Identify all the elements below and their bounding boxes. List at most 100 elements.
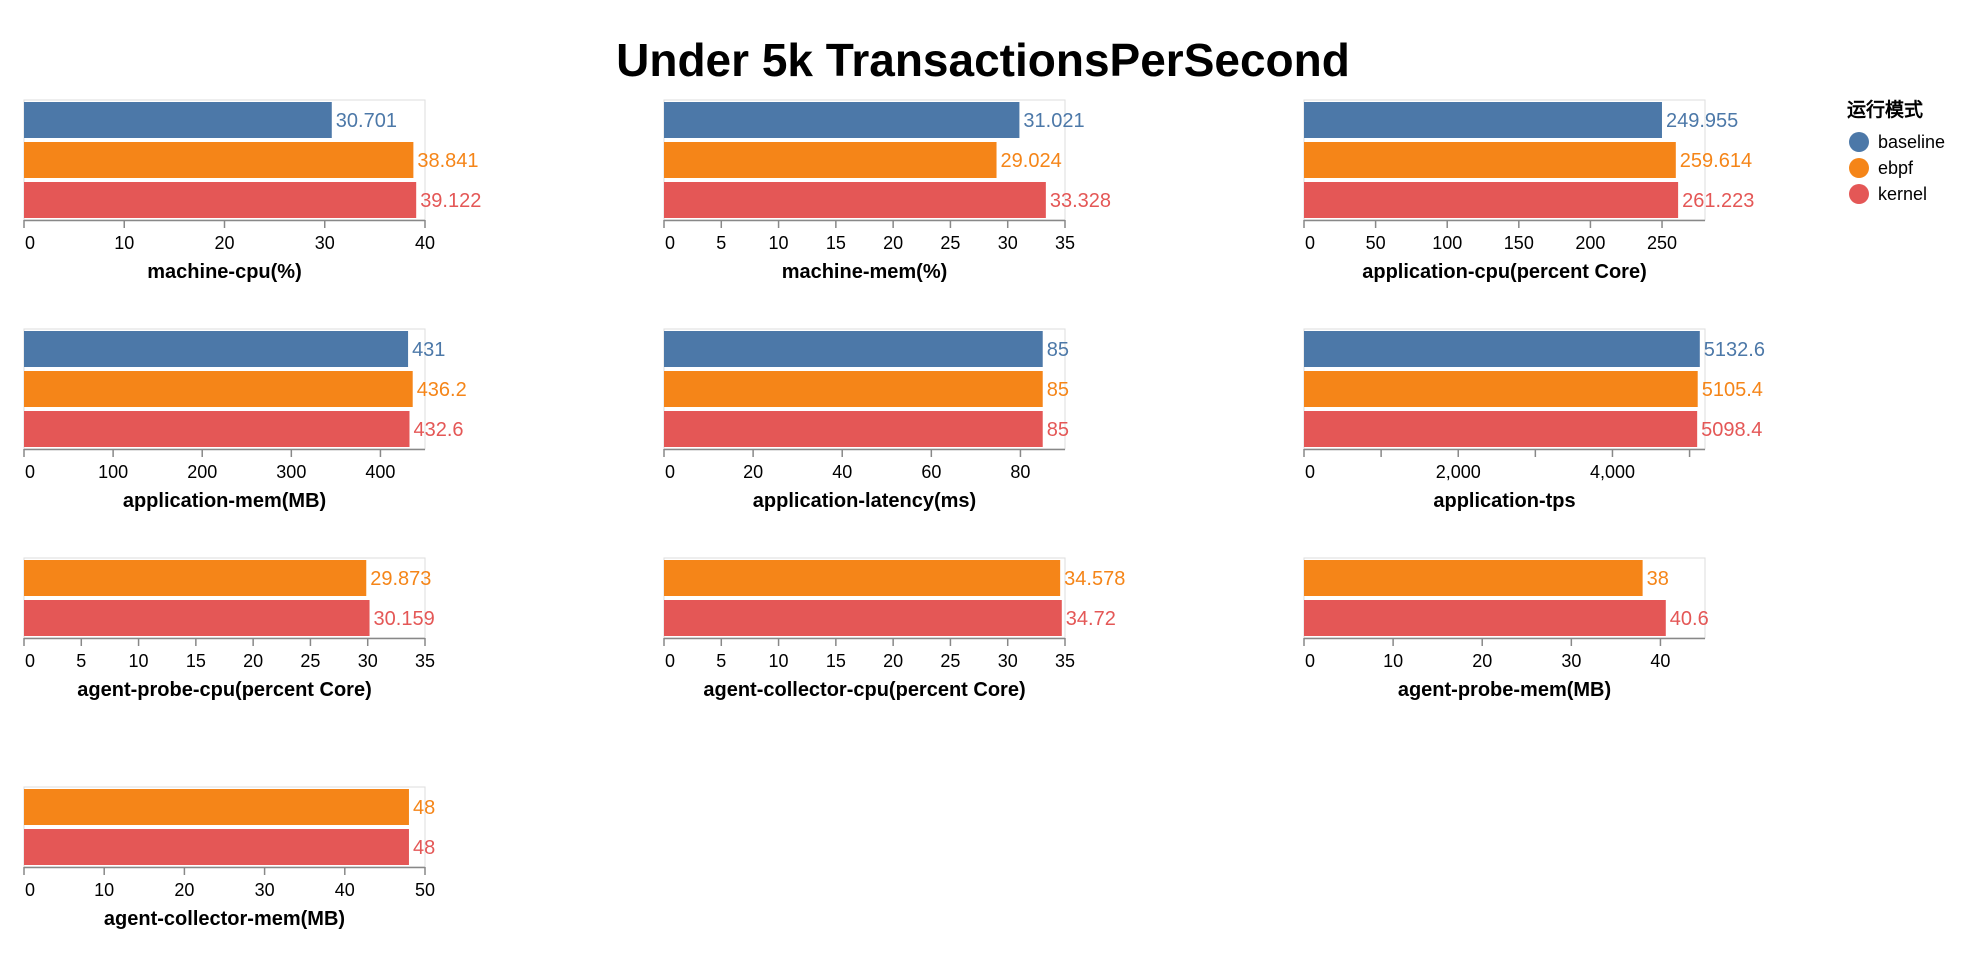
x-tick-label: 0: [25, 880, 35, 900]
x-tick-label: 35: [1055, 233, 1075, 253]
x-axis-title: agent-collector-mem(MB): [104, 908, 345, 930]
x-tick-label: 50: [1366, 233, 1386, 253]
x-tick-label: 10: [769, 233, 789, 253]
bar-value-label: 39.122: [420, 190, 481, 212]
x-tick-label: 0: [1305, 233, 1315, 253]
x-tick-label: 60: [921, 462, 941, 482]
bar-value-label: 85: [1047, 339, 1069, 361]
bar-value-label: 48: [413, 797, 435, 819]
bar-ebpf: [24, 371, 413, 407]
bar-value-label: 40.6: [1670, 608, 1709, 630]
bar-value-label: 34.72: [1066, 608, 1116, 630]
bar-value-label: 30.159: [374, 608, 435, 630]
x-tick-label: 20: [1472, 651, 1492, 671]
bar-value-label: 432.6: [413, 419, 463, 441]
bar-value-label: 261.223: [1682, 190, 1754, 212]
bar-value-label: 34.578: [1064, 568, 1125, 590]
bar-ebpf: [24, 789, 409, 825]
x-tick-label: 300: [276, 462, 306, 482]
bar-value-label: 29.024: [1001, 150, 1062, 172]
bar-ebpf: [1304, 142, 1676, 178]
x-tick-label: 0: [1305, 651, 1315, 671]
x-tick-label: 20: [743, 462, 763, 482]
x-tick-label: 30: [255, 880, 275, 900]
x-tick-label: 10: [114, 233, 134, 253]
legend-swatch-kernel: [1849, 184, 1869, 204]
x-tick-label: 10: [769, 651, 789, 671]
bar-ebpf: [664, 560, 1061, 596]
x-tick-label: 35: [1055, 651, 1075, 671]
chart-panels: 30.701 38.841 39.122 0 10 20 30 40 machine-cpu(%…: [23, 99, 1765, 930]
bar-value-label: 48: [413, 837, 435, 859]
bar-ebpf: [1304, 560, 1643, 596]
bar-value-label: 5132.6: [1704, 339, 1765, 361]
bar-value-label: 30.701: [336, 110, 397, 132]
x-tick-label: 50: [415, 880, 435, 900]
x-tick-label: 5: [716, 233, 726, 253]
bar-value-label: 259.614: [1680, 150, 1752, 172]
bar-baseline: [664, 102, 1020, 138]
x-axis-title: application-latency(ms): [753, 490, 976, 512]
bar-panel: 5132.6 5105.4 5098.4 0 2,000 4,000 application…: [1303, 328, 1765, 512]
bar-kernel: [664, 600, 1062, 636]
x-tick-label: 40: [415, 233, 435, 253]
bar-value-label: 38.841: [417, 150, 478, 172]
x-tick-label: 10: [1383, 651, 1403, 671]
bar-kernel: [24, 600, 370, 636]
x-axis-title: machine-mem(%): [782, 261, 948, 283]
legend-swatch-ebpf: [1849, 158, 1869, 178]
x-tick-label: 20: [214, 233, 234, 253]
x-tick-label: 40: [1650, 651, 1670, 671]
x-tick-label: 0: [665, 233, 675, 253]
bar-panel: 48 48 0 10 20 30 40 50 agent-collector-mem(MB): [23, 786, 435, 930]
x-tick-label: 200: [187, 462, 217, 482]
bar-value-label: 31.021: [1023, 110, 1084, 132]
x-tick-label: 80: [1010, 462, 1030, 482]
bar-panel: 431 436.2 432.6 0 100 200 300 400 application-me…: [23, 328, 467, 512]
x-tick-label: 100: [98, 462, 128, 482]
bar-panel: 30.701 38.841 39.122 0 10 20 30 40 machine-cpu(%…: [23, 99, 481, 283]
x-tick-label: 100: [1432, 233, 1462, 253]
bar-baseline: [1304, 102, 1662, 138]
x-tick-label: 5: [716, 651, 726, 671]
bar-value-label: 38: [1647, 568, 1669, 590]
x-axis-title: application-mem(MB): [123, 490, 326, 512]
bar-kernel: [1304, 600, 1666, 636]
bar-baseline: [24, 331, 409, 367]
x-tick-label: 4,000: [1590, 462, 1635, 482]
x-tick-label: 10: [129, 651, 149, 671]
bar-baseline: [1304, 331, 1700, 367]
bar-panel: 34.578 34.72 0 5 10 15 20 25 30 35 agent-collector…: [663, 557, 1125, 701]
x-axis-title: application-tps: [1433, 490, 1575, 512]
bar-value-label: 436.2: [417, 379, 467, 401]
legend-label-baseline: baseline: [1878, 132, 1945, 152]
x-tick-label: 0: [25, 651, 35, 671]
bar-value-label: 85: [1047, 419, 1069, 441]
x-tick-label: 15: [826, 233, 846, 253]
x-tick-label: 250: [1647, 233, 1677, 253]
x-axis-title: machine-cpu(%): [147, 261, 301, 283]
bar-ebpf: [24, 142, 414, 178]
bar-value-label: 29.873: [370, 568, 431, 590]
x-tick-label: 200: [1575, 233, 1605, 253]
bar-ebpf: [664, 371, 1043, 407]
bar-ebpf: [664, 142, 997, 178]
x-tick-label: 35: [415, 651, 435, 671]
bar-baseline: [24, 102, 332, 138]
legend-label-kernel: kernel: [1878, 184, 1927, 204]
x-tick-label: 20: [243, 651, 263, 671]
x-tick-label: 15: [186, 651, 206, 671]
x-tick-label: 40: [335, 880, 355, 900]
x-tick-label: 5: [76, 651, 86, 671]
bar-kernel: [664, 182, 1046, 218]
bar-panel: 85 85 85 0 20 40 60 80 application-latency(ms): [663, 328, 1069, 512]
x-axis-title: agent-probe-cpu(percent Core): [77, 679, 371, 701]
bar-value-label: 249.955: [1666, 110, 1738, 132]
x-tick-label: 15: [826, 651, 846, 671]
bar-ebpf: [1304, 371, 1698, 407]
x-tick-label: 30: [998, 233, 1018, 253]
x-tick-label: 20: [883, 233, 903, 253]
x-tick-label: 25: [940, 233, 960, 253]
